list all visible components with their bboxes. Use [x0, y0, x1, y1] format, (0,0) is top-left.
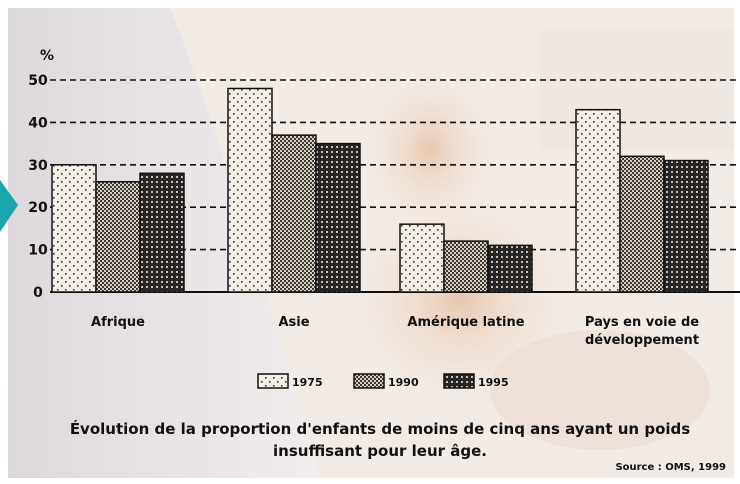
legend-swatch-1995	[443, 373, 475, 389]
legend-label: 1975	[292, 376, 323, 389]
bar-1975	[51, 164, 97, 293]
y-tick-label: 0	[33, 285, 43, 301]
bar-1990	[619, 155, 665, 293]
bar-1995	[487, 244, 533, 293]
y-tick-label: 30	[28, 158, 48, 174]
x-tick-label: Afrique	[91, 315, 145, 330]
bars	[51, 87, 709, 293]
bar-1995	[663, 159, 709, 293]
x-axis-labels: Afrique Asie Amérique latine Pays en voie d…	[91, 315, 699, 348]
source-note: Source : OMS, 1999	[615, 462, 726, 473]
x-tick-label: Asie	[278, 315, 309, 330]
y-axis-label: %	[40, 48, 54, 64]
bar-1975	[575, 108, 621, 293]
arrow-marker-icon	[0, 180, 18, 232]
bar-1975	[399, 223, 445, 293]
y-tick-label: 40	[28, 115, 48, 131]
legend-swatch-1990	[353, 373, 385, 389]
bar-1990	[271, 134, 317, 293]
x-tick-label: Amérique latine	[407, 315, 524, 330]
legend: 1975 1990 1995	[257, 373, 509, 389]
bar-1990	[443, 240, 489, 293]
bar-1975	[227, 87, 273, 293]
x-tick-label: Pays en voie de développement	[585, 315, 699, 348]
legend-label: 1990	[388, 376, 419, 389]
y-tick-label: 20	[28, 200, 48, 216]
legend-swatch-1975	[257, 373, 289, 389]
legend-label: 1995	[478, 376, 509, 389]
bar-1990	[95, 181, 141, 293]
y-tick-label: 10	[28, 243, 48, 259]
y-tick-label: 50	[28, 73, 48, 89]
bar-1995	[139, 172, 185, 293]
chart-title: Évolution de la proportion d'enfants de …	[69, 420, 691, 460]
bar-1995	[315, 142, 361, 293]
